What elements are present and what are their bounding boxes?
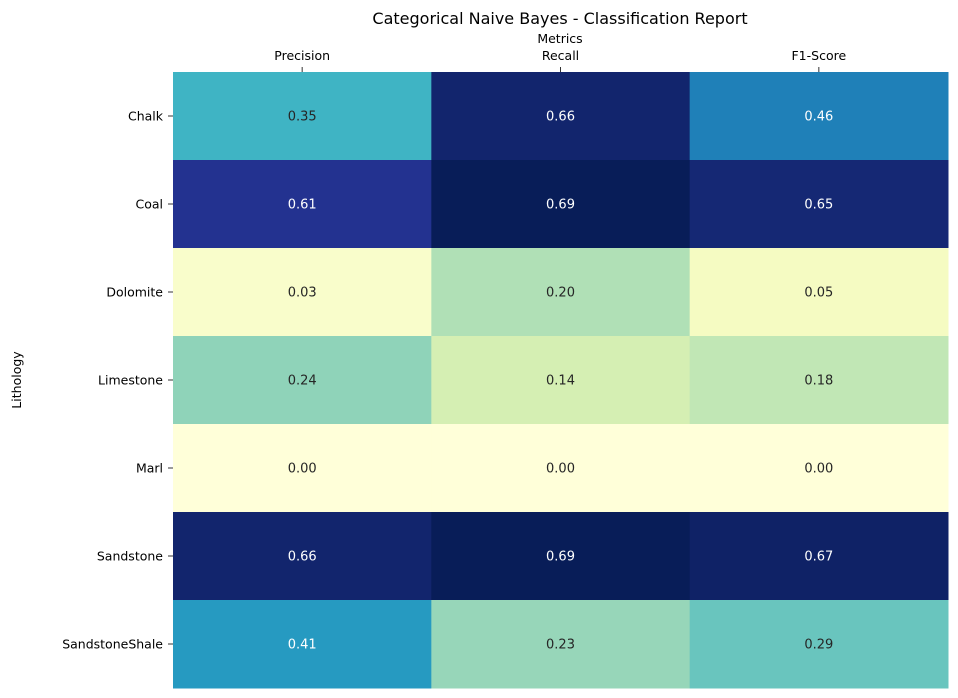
heatmap-cell bbox=[689, 248, 949, 337]
cell-value-label: 0.00 bbox=[288, 462, 317, 477]
heatmap-cell bbox=[173, 424, 432, 513]
y-tick-label: Coal bbox=[135, 197, 163, 212]
heatmap-cell bbox=[431, 160, 691, 249]
heatmap-cell bbox=[689, 72, 949, 161]
cell-value-label: 0.00 bbox=[546, 462, 575, 477]
y-tick-label: Dolomite bbox=[106, 285, 163, 300]
heatmap-cell bbox=[431, 336, 691, 425]
y-tick-label: Marl bbox=[136, 461, 163, 476]
y-tick-group: ChalkCoalDolomiteLimestoneMarlSandstoneS… bbox=[62, 109, 173, 652]
cell-value-label: 0.67 bbox=[804, 550, 833, 565]
cell-value-label: 0.14 bbox=[546, 374, 575, 389]
y-tick-label: Limestone bbox=[98, 373, 163, 388]
cell-value-label: 0.35 bbox=[288, 110, 317, 125]
y-axis-label: Lithology bbox=[9, 351, 24, 409]
chart-title: Categorical Naive Bayes - Classification… bbox=[372, 9, 747, 28]
heatmap-cell bbox=[431, 600, 691, 689]
cell-value-label: 0.66 bbox=[546, 110, 575, 125]
cell-value-label: 0.03 bbox=[288, 286, 317, 301]
cell-value-label: 0.00 bbox=[804, 462, 833, 477]
heatmap-cell bbox=[689, 160, 949, 249]
cell-value-label: 0.24 bbox=[288, 374, 317, 389]
x-axis-label: Metrics bbox=[537, 31, 582, 46]
heatmap-cell bbox=[173, 72, 432, 161]
cell-value-label: 0.29 bbox=[804, 638, 833, 653]
heatmap-cell bbox=[431, 248, 691, 337]
heatmap-cell bbox=[173, 336, 432, 425]
heatmap-cell bbox=[173, 160, 432, 249]
heatmap-cell bbox=[689, 600, 949, 689]
y-tick-label: Sandstone bbox=[97, 549, 163, 564]
cell-value-label: 0.18 bbox=[804, 374, 833, 389]
cell-value-label: 0.69 bbox=[546, 550, 575, 565]
heatmap-cell bbox=[689, 336, 949, 425]
cell-value-label: 0.23 bbox=[546, 638, 575, 653]
cell-value-label: 0.66 bbox=[288, 550, 317, 565]
heatmap-cell bbox=[689, 424, 949, 513]
x-tick-group: Precision Recall F1-Score bbox=[274, 48, 846, 72]
cell-value-label: 0.61 bbox=[288, 198, 317, 213]
heatmap-cell bbox=[173, 512, 432, 601]
cell-value-label: 0.20 bbox=[546, 286, 575, 301]
heatmap-cell bbox=[173, 600, 432, 689]
x-tick-label: F1-Score bbox=[791, 48, 846, 63]
x-tick-label: Recall bbox=[542, 48, 579, 63]
heatmap-cells: 0.35 0.66 0.46 0.61 0.69 0.65 0.03 0.20 0.05 0.24… bbox=[173, 72, 949, 689]
cell-value-label: 0.69 bbox=[546, 198, 575, 213]
y-tick-label: SandstoneShale bbox=[62, 637, 163, 652]
y-tick-label: Chalk bbox=[128, 109, 164, 124]
heatmap-cell bbox=[431, 424, 691, 513]
x-tick-label: Precision bbox=[274, 48, 330, 63]
heatmap-cell bbox=[431, 72, 691, 161]
cell-value-label: 0.46 bbox=[804, 110, 833, 125]
cell-value-label: 0.41 bbox=[288, 638, 317, 653]
heatmap-cell bbox=[689, 512, 949, 601]
heatmap-cell bbox=[173, 248, 432, 337]
cell-value-label: 0.65 bbox=[804, 198, 833, 213]
cell-value-label: 0.05 bbox=[804, 286, 833, 301]
heatmap-cell bbox=[431, 512, 691, 601]
